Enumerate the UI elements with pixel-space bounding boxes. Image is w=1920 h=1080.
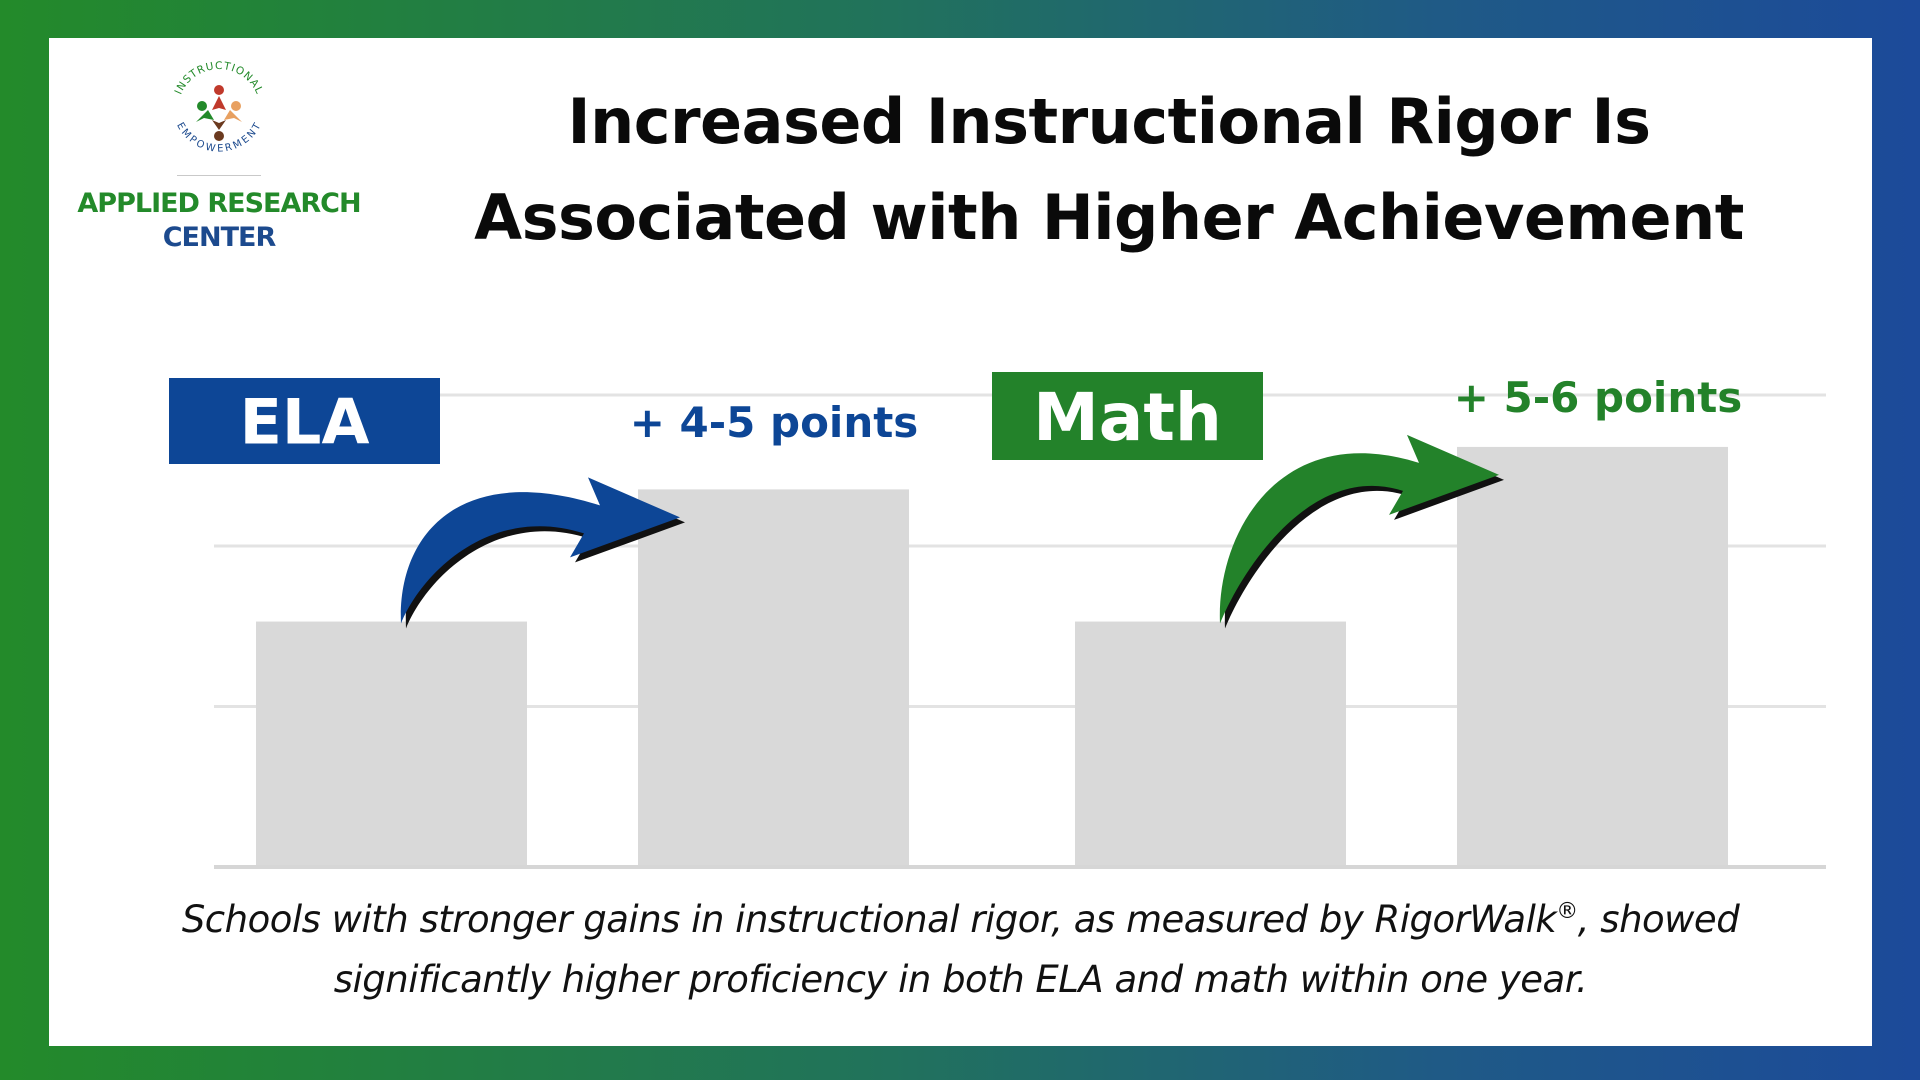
logo-divider — [177, 175, 261, 176]
registered-mark: ® — [1556, 899, 1578, 924]
chart-labels: ELA + 4-5 points Math + 5-6 points — [169, 372, 1742, 464]
logo-text-line2: CENTER — [162, 222, 277, 253]
chart-caption: Schools with stronger gains in instructi… — [89, 890, 1832, 1010]
caption-line2: significantly higher proficiency in both… — [333, 958, 1588, 1001]
chart-bar-ela-after — [638, 489, 909, 865]
logo-emblem-icon: INSTRUCTIONAL EMPOWERMENT — [173, 60, 265, 155]
chart-bar-math-before — [1075, 621, 1346, 865]
page-title: Increased Instructional Rigor Is Associa… — [379, 74, 1839, 266]
logo-text-line1: APPLIED RESEARCH — [77, 188, 361, 219]
infographic-card: INSTRUCTIONAL EMPOWERMENT APPLIED RESEAR… — [49, 38, 1872, 1046]
increase-arrow-ela-icon — [400, 477, 685, 629]
title-line2: Associated with Higher Achievement — [474, 181, 1744, 254]
group-label-box-math — [992, 372, 1263, 460]
caption-line1-end: , showed — [1577, 898, 1740, 941]
group-label-box-ela — [169, 378, 440, 464]
chart-bar-math-after — [1457, 446, 1728, 865]
group-label-ela: ELA — [240, 385, 370, 458]
bar-chart: ELA + 4-5 points Math + 5-6 points — [169, 372, 1826, 869]
caption-line1-text: Schools with stronger gains in instructi… — [181, 898, 1557, 941]
group-label-math: Math — [1033, 379, 1222, 456]
title-line1: Increased Instructional Rigor Is — [567, 85, 1651, 158]
chart-arrows — [400, 434, 1504, 629]
chart-bars — [256, 446, 1728, 865]
caption-line1: Schools with stronger gains in instructi… — [89, 890, 1832, 950]
chart-bar-ela-before — [256, 621, 527, 865]
increase-arrow-math-icon — [1219, 434, 1504, 629]
annotation-ela: + 4-5 points — [630, 398, 919, 447]
logo-people-figures — [196, 85, 242, 141]
annotation-math: + 5-6 points — [1454, 373, 1743, 422]
applied-research-center-logo: INSTRUCTIONAL EMPOWERMENT APPLIED RESEAR… — [59, 48, 369, 253]
